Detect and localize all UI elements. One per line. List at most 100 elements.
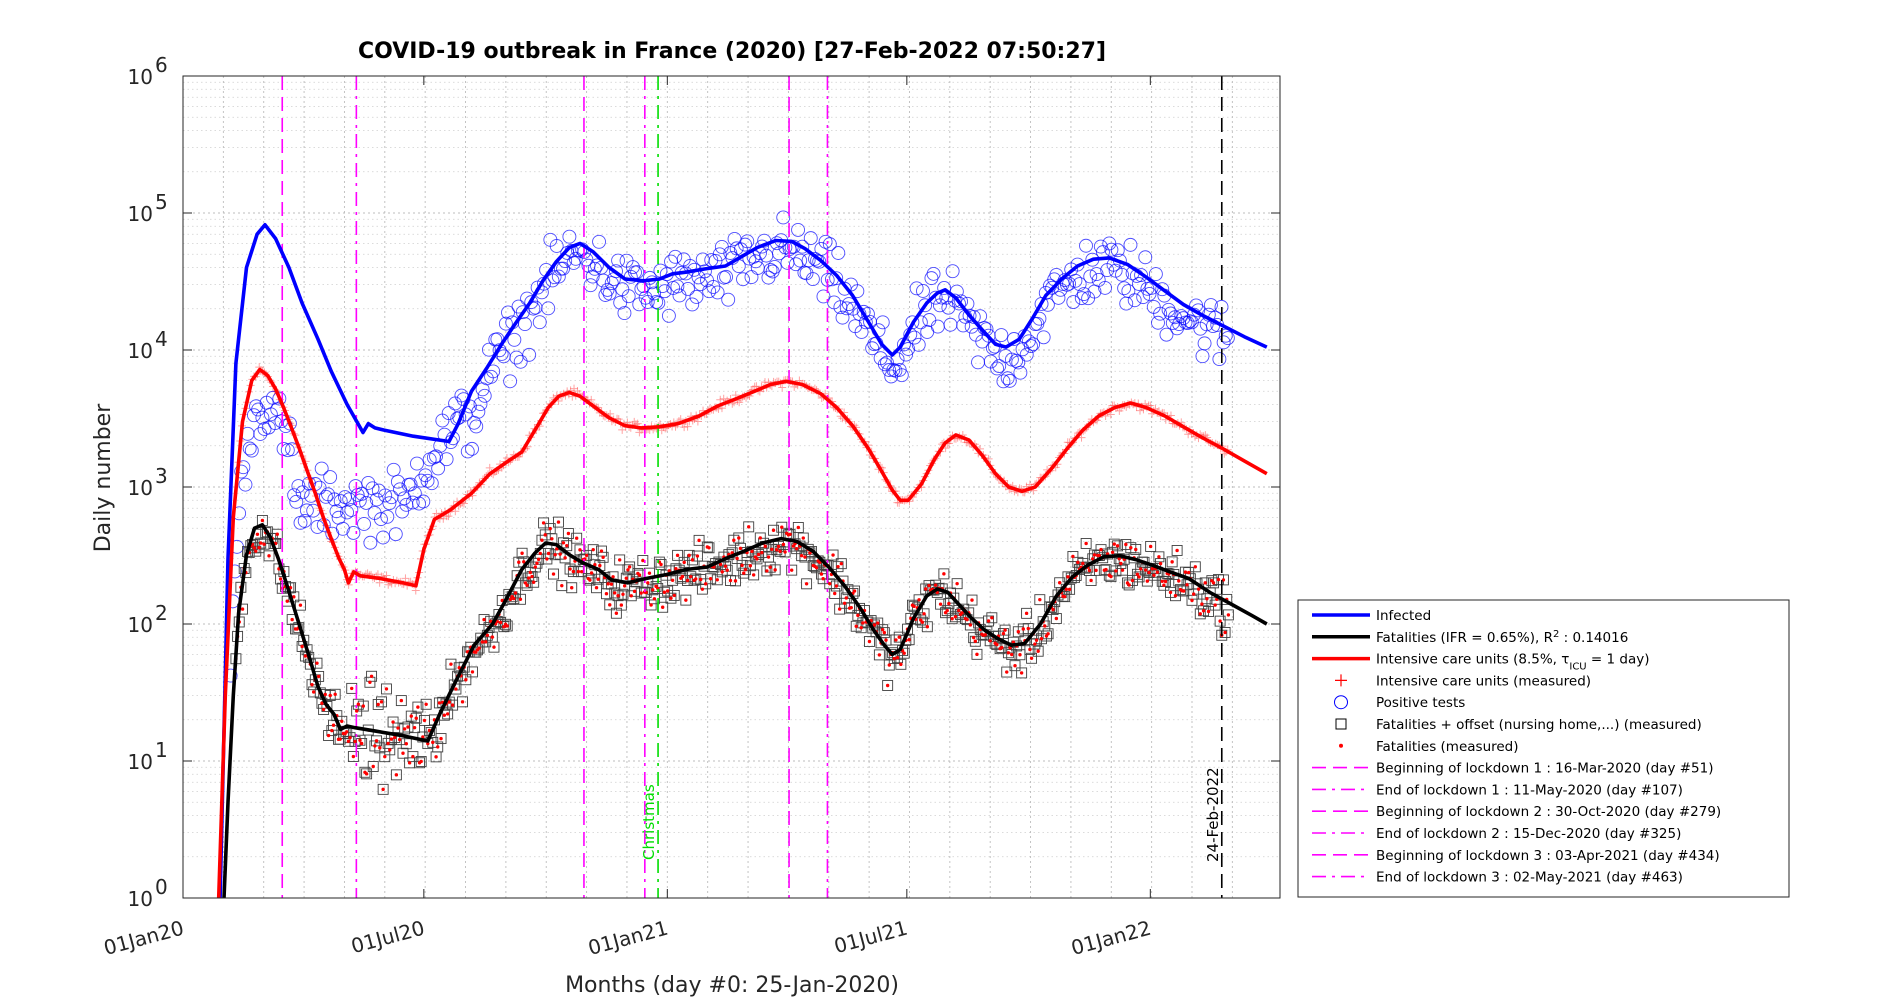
- positive-test-marker: [738, 237, 753, 252]
- positive-test-marker: [1117, 281, 1132, 296]
- fatality-measured-marker: [328, 693, 332, 698]
- positive-test-marker: [966, 309, 981, 324]
- positive-test-marker: [1138, 250, 1153, 265]
- positive-test-marker: [1110, 243, 1125, 258]
- fatality-offset-marker: [587, 544, 599, 556]
- y-tick-exponent: 2: [155, 601, 168, 625]
- fatality-measured-marker: [1185, 583, 1189, 587]
- fatality-measured-marker: [376, 702, 380, 707]
- fatality-offset-marker: [653, 556, 665, 568]
- positive-test-marker: [513, 354, 528, 369]
- fatality-offset-marker: [614, 554, 626, 566]
- positive-test-marker: [244, 443, 259, 458]
- positive-test-marker: [909, 281, 924, 296]
- positive-test-marker: [928, 290, 943, 305]
- positive-test-marker: [299, 503, 314, 518]
- fatality-measured-marker: [484, 640, 488, 644]
- fatality-measured-marker: [852, 589, 857, 593]
- positive-test-marker: [556, 261, 570, 276]
- fatality-measured-marker: [776, 544, 781, 549]
- fatality-offset-marker: [366, 670, 378, 682]
- fatality-measured-marker: [975, 652, 979, 657]
- fatality-offset-marker: [885, 648, 897, 660]
- positive-test-marker: [1019, 347, 1034, 362]
- fatality-offset-marker: [566, 582, 578, 594]
- positive-test-marker: [380, 509, 395, 524]
- fatality-measured-marker: [1036, 649, 1040, 653]
- fatality-measured-marker: [837, 607, 842, 611]
- fatality-measured-marker: [445, 712, 450, 716]
- positive-test-marker: [441, 406, 456, 421]
- legend-label: End of lockdown 2 : 15-Dec-2020 (day #32…: [1376, 826, 1681, 842]
- fatality-measured-marker: [794, 546, 799, 551]
- fatality-measured-marker: [748, 564, 753, 568]
- fatality-measured-marker: [700, 587, 705, 591]
- fatality-offset-marker: [435, 733, 447, 745]
- fatality-measured-marker: [348, 735, 352, 740]
- fatality-measured-marker: [421, 735, 425, 739]
- fatality-measured-marker: [450, 703, 455, 707]
- fatality-measured-marker: [545, 557, 549, 561]
- positive-test-marker: [333, 494, 348, 509]
- fatality-offset-marker: [829, 588, 841, 599]
- positive-test-marker: [634, 281, 649, 296]
- fatality-measured-marker: [525, 583, 529, 588]
- positive-test-marker: [251, 402, 266, 417]
- fatality-measured-marker: [1000, 645, 1004, 650]
- y-tick-label: 10: [128, 339, 153, 363]
- fatality-measured-marker: [1190, 598, 1194, 603]
- fatality-measured-marker: [1134, 547, 1138, 552]
- fatality-measured-marker: [950, 617, 954, 621]
- fatality-offset-marker: [1034, 594, 1046, 606]
- fatality-measured-marker: [1143, 568, 1148, 572]
- fatality-measured-marker: [1099, 547, 1103, 552]
- positive-test-marker: [805, 272, 820, 287]
- fatality-offset-marker: [488, 641, 500, 653]
- positive-test-marker: [431, 461, 446, 476]
- fatality-measured-marker: [1200, 602, 1204, 606]
- fatality-offset-marker: [668, 589, 680, 601]
- fatality-measured-marker: [518, 597, 523, 602]
- fatality-offset-marker: [384, 744, 396, 756]
- fatality-measured-marker: [861, 621, 865, 625]
- fatality-offset-marker: [997, 628, 1009, 640]
- fatality-measured-marker: [877, 653, 882, 657]
- fatality-measured-marker: [783, 550, 787, 554]
- positive-test-marker: [1000, 371, 1015, 386]
- fatality-measured-marker: [781, 542, 786, 547]
- positive-test-marker: [287, 488, 302, 503]
- fatality-offset-marker: [263, 550, 275, 562]
- fatality-measured-marker: [351, 754, 356, 759]
- fatality-measured-marker: [384, 687, 389, 691]
- fatality-measured-marker: [660, 605, 665, 609]
- fatality-measured-marker: [584, 553, 589, 558]
- icu-measured-marker: [444, 512, 453, 521]
- fatality-measured-marker: [338, 737, 342, 741]
- positive-test-marker: [310, 519, 325, 534]
- fatality-measured-marker: [742, 571, 746, 575]
- fatality-measured-marker: [682, 560, 686, 565]
- fatality-measured-marker: [1054, 616, 1059, 621]
- fatality-offset-marker: [448, 679, 460, 691]
- fatality-measured-marker: [588, 578, 592, 582]
- fatality-measured-marker: [508, 597, 513, 602]
- positive-test-marker: [611, 253, 626, 268]
- fatality-measured-marker: [933, 583, 938, 587]
- positive-test-marker: [323, 470, 338, 484]
- fatality-measured-marker: [1191, 592, 1196, 596]
- fatality-measured-marker: [594, 586, 599, 590]
- fatality-measured-marker: [431, 740, 435, 745]
- fatality-measured-marker: [1158, 561, 1163, 566]
- fatality-measured-marker: [828, 582, 832, 586]
- positive-test-marker: [617, 306, 632, 321]
- fatality-offset-marker: [827, 549, 839, 561]
- positive-test-marker: [706, 279, 721, 294]
- fatality-measured-marker: [1018, 653, 1022, 657]
- fatality-measured-marker: [300, 644, 304, 649]
- fatality-offset-marker: [662, 585, 674, 597]
- positive-test-marker: [1136, 290, 1151, 305]
- fatality-measured-marker: [819, 572, 824, 576]
- fatality-measured-marker: [703, 582, 708, 586]
- fatality-offset-marker: [498, 621, 510, 633]
- positive-test-marker: [551, 269, 566, 284]
